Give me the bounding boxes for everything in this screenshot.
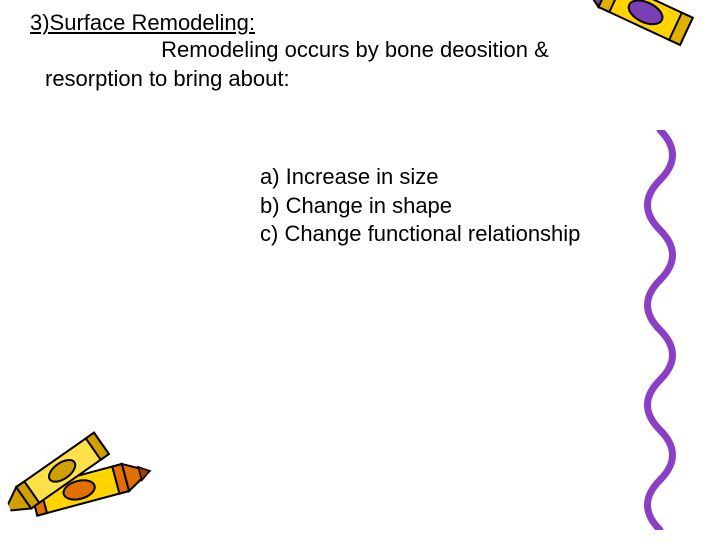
list-item-c: c) Change functional relationship	[260, 220, 690, 249]
body-line-1: Remodeling occurs by bone deosition &	[45, 36, 690, 65]
slide-container: 3)Surface Remodeling: Remodeling occurs …	[0, 0, 720, 540]
body-paragraph: Remodeling occurs by bone deosition & re…	[30, 36, 690, 93]
list-item-b: b) Change in shape	[260, 192, 690, 221]
squiggle-decoration-icon	[630, 130, 690, 535]
crayon-bottom-icon	[0, 412, 167, 553]
body-line-2: resorption to bring about:	[45, 65, 690, 94]
list-block: a) Increase in size b) Change in shape c…	[30, 163, 690, 249]
list-item-a: a) Increase in size	[260, 163, 690, 192]
